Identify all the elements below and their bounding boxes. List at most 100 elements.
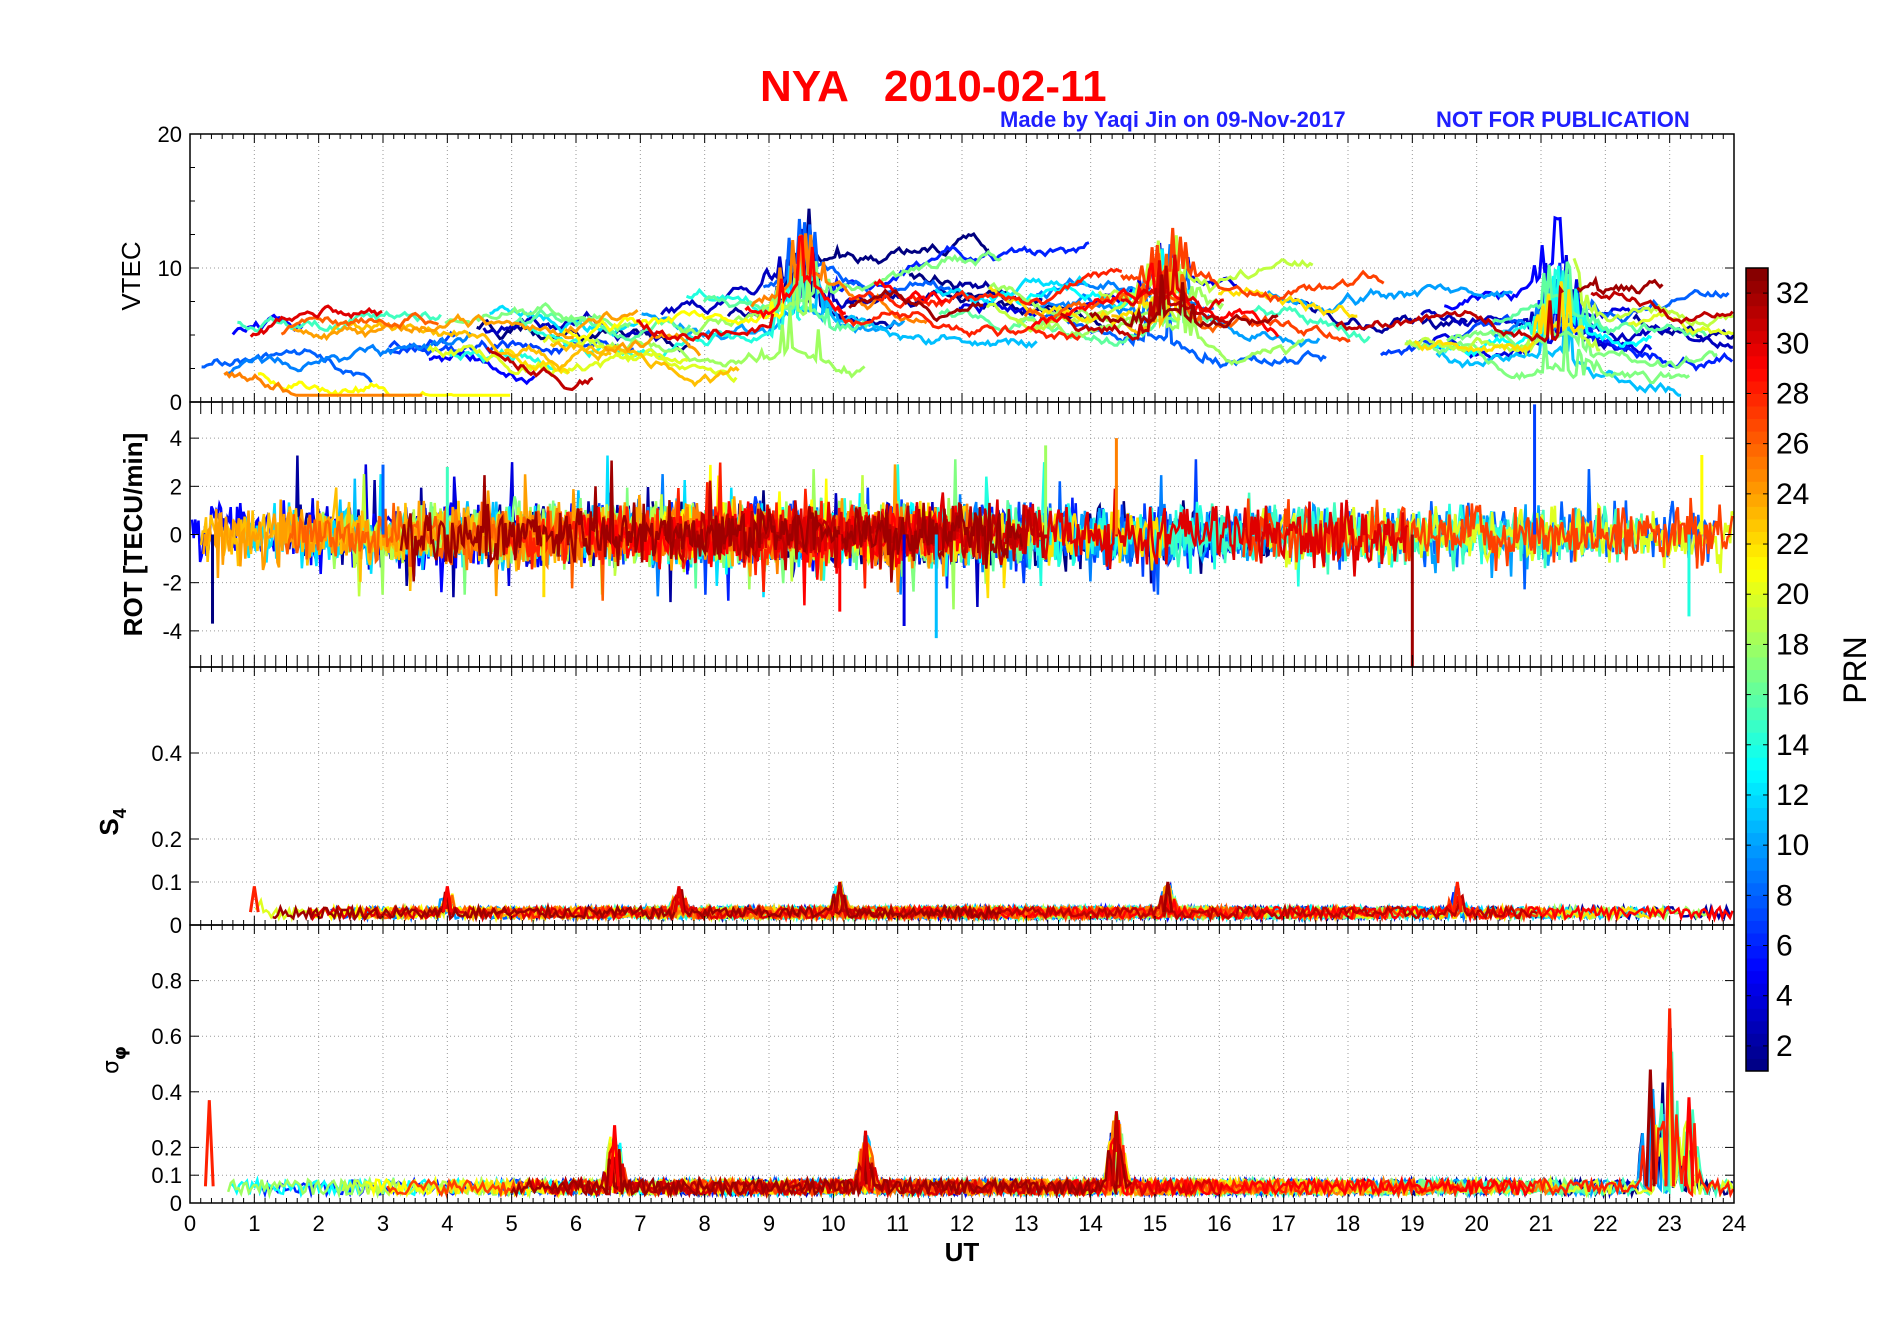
colorbar-segment xyxy=(1746,343,1768,357)
colorbar-tick-label: 10 xyxy=(1776,829,1809,862)
panel-sigma_phi: 0 0.1 0.2 0.4 0.6 0.8 xyxy=(151,924,1735,1216)
vtec-series-prn-13 xyxy=(1434,265,1653,358)
colorbar-segment xyxy=(1746,1058,1768,1072)
sigma_phi-grid xyxy=(189,925,1735,1204)
sigma_phi-ytick-label: 0.1 xyxy=(151,1163,182,1188)
colorbar-segment xyxy=(1746,606,1768,620)
s4-grid xyxy=(189,667,1735,926)
s4-peak xyxy=(673,886,685,913)
vtec-series-prn-31 xyxy=(1335,284,1565,343)
vtec-series-prn-28 xyxy=(836,308,1082,342)
vtec-series-prn-22 xyxy=(1413,281,1586,354)
vtec-series-prn-31 xyxy=(1059,265,1228,341)
vtec-series-prn-3 xyxy=(482,310,663,343)
vtec-series-prn-23 xyxy=(329,320,612,372)
vtec-series-prn-15 xyxy=(237,310,442,333)
ut-xtick-label: 15 xyxy=(1143,1211,1167,1236)
vtec-ytick-label: 20 xyxy=(158,122,182,147)
colorbar-segment xyxy=(1746,368,1768,382)
s4-peak xyxy=(834,881,846,913)
ut-xtick-label: 19 xyxy=(1400,1211,1424,1236)
colorbar-segment xyxy=(1746,631,1768,645)
colorbar-tick-label: 12 xyxy=(1776,779,1809,812)
colorbar-segment xyxy=(1746,995,1768,1009)
colorbar-label: PRN xyxy=(1837,636,1873,704)
vtec-series-prn-8 xyxy=(201,348,373,384)
colorbar-segment xyxy=(1746,406,1768,420)
vtec-series-prn-27 xyxy=(1241,313,1351,343)
colorbar-tick-label: 2 xyxy=(1776,1030,1793,1063)
colorbar-segment xyxy=(1746,330,1768,344)
sigma_phi-peak xyxy=(860,1130,871,1187)
sigma_phi-series-prn-28 xyxy=(1045,1038,1734,1199)
colorbar-segment xyxy=(1746,518,1768,532)
ut-xtick-label: 8 xyxy=(699,1211,711,1236)
publication-notice: NOT FOR PUBLICATION xyxy=(1436,107,1690,132)
vtec-series-prn-24 xyxy=(292,313,574,342)
s4-peak xyxy=(248,886,260,913)
sigma_phi-series xyxy=(203,1008,1734,1200)
colorbar-segment xyxy=(1746,619,1768,633)
ut-xtick-label: 1 xyxy=(248,1211,260,1236)
colorbar-segment xyxy=(1746,682,1768,696)
s4-ytick-label: 0.4 xyxy=(151,741,182,766)
ut-xtick-label: 11 xyxy=(886,1211,909,1236)
sigma_phi-peak xyxy=(1683,1097,1695,1187)
ut-xtick-label: 3 xyxy=(377,1211,389,1236)
ut-xtick-label: 21 xyxy=(1529,1211,1553,1236)
vtec-series-prn-32 xyxy=(1088,274,1279,329)
colorbar-segment xyxy=(1746,707,1768,721)
colorbar-segment xyxy=(1746,845,1768,859)
colorbar-segment xyxy=(1746,958,1768,972)
colorbar-segment xyxy=(1746,268,1768,282)
figure-title: NYA 2010-02-11 xyxy=(760,62,1107,111)
colorbar-tick-label: 20 xyxy=(1776,578,1809,611)
ut-xtick-label: 5 xyxy=(506,1211,518,1236)
colorbar-segment xyxy=(1746,431,1768,445)
colorbar-tick-label: 22 xyxy=(1776,528,1809,561)
ut-xtick-label: 18 xyxy=(1336,1211,1360,1236)
rot-ytick-label: 4 xyxy=(170,426,182,451)
vtec-series-prn-29 xyxy=(744,234,847,320)
colorbar-segment xyxy=(1746,882,1768,896)
colorbar-segment xyxy=(1746,305,1768,319)
colorbar-segment xyxy=(1746,757,1768,771)
ut-xlabel: UT xyxy=(945,1237,980,1267)
colorbar-segment xyxy=(1746,569,1768,583)
rot-ylabel: ROT [TECU/min] xyxy=(118,433,148,637)
s4-series-prn-32 xyxy=(272,888,1002,923)
colorbar-segment xyxy=(1746,493,1768,507)
vtec-series-prn-25 xyxy=(750,233,928,325)
colorbar-segment xyxy=(1746,857,1768,871)
figure-credit: Made by Yaqi Jin on 09-Nov-2017 xyxy=(1000,107,1346,132)
colorbar-tick-label: 16 xyxy=(1776,679,1809,712)
colorbar-segment xyxy=(1746,769,1768,783)
ut-xtick-label: 4 xyxy=(441,1211,453,1236)
vtec-series-prn-3 xyxy=(660,228,884,316)
colorbar-segment xyxy=(1746,456,1768,470)
sigma_phi-peak xyxy=(1645,1069,1656,1187)
vtec-series-prn-17 xyxy=(1405,327,1691,385)
vtec-series-prn-24 xyxy=(564,309,639,334)
vtec-series-prn-29 xyxy=(873,278,948,304)
colorbar-segment xyxy=(1746,744,1768,758)
colorbar-segment xyxy=(1746,1045,1768,1059)
colorbar-segment xyxy=(1746,832,1768,846)
vtec-series-prn-30 xyxy=(249,304,383,338)
colorbar-segment xyxy=(1746,318,1768,332)
rot-series-prn-32 xyxy=(399,460,1023,583)
colorbar-segment xyxy=(1746,418,1768,432)
colorbar-segment xyxy=(1746,794,1768,809)
colorbar-segment xyxy=(1746,1020,1768,1034)
ut-xtick-label: 14 xyxy=(1078,1211,1102,1236)
rot-ticks: -4 -2 0 2 4 xyxy=(162,402,1735,667)
colorbar-segment xyxy=(1746,907,1768,921)
vtec-series-prn-32 xyxy=(1576,275,1664,296)
colorbar-segment xyxy=(1746,782,1768,796)
colorbar-segment xyxy=(1746,656,1768,670)
ut-xtick-label: 24 xyxy=(1722,1211,1746,1236)
vtec-series-prn-15 xyxy=(1252,304,1371,344)
vtec-series-prn-7 xyxy=(388,338,635,357)
s4-peak xyxy=(1162,881,1174,913)
